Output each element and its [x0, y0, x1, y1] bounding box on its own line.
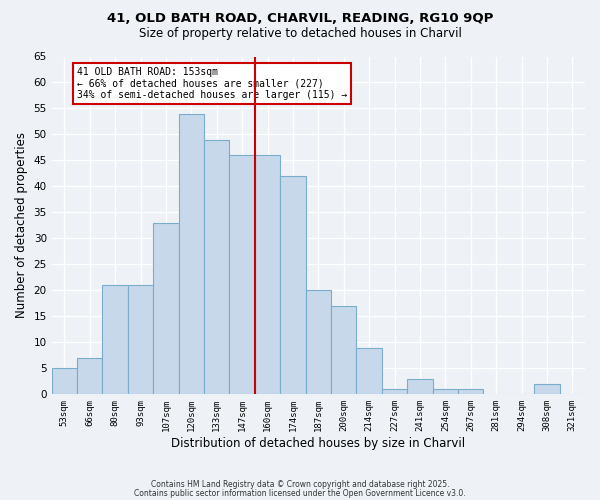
Text: Size of property relative to detached houses in Charvil: Size of property relative to detached ho… [139, 28, 461, 40]
Bar [356, 348, 382, 395]
Bar [103, 285, 128, 395]
Text: 41, OLD BATH ROAD, CHARVIL, READING, RG10 9QP: 41, OLD BATH ROAD, CHARVIL, READING, RG1… [107, 12, 493, 26]
Bar [280, 176, 305, 394]
Bar [153, 223, 179, 394]
Bar [77, 358, 103, 395]
Y-axis label: Number of detached properties: Number of detached properties [15, 132, 28, 318]
Bar [128, 285, 153, 395]
Text: 41 OLD BATH ROAD: 153sqm
← 66% of detached houses are smaller (227)
34% of semi-: 41 OLD BATH ROAD: 153sqm ← 66% of detach… [77, 67, 347, 100]
Bar [534, 384, 560, 394]
Text: Contains public sector information licensed under the Open Government Licence v3: Contains public sector information licen… [134, 488, 466, 498]
Bar [229, 156, 255, 394]
Bar [433, 389, 458, 394]
Bar [407, 378, 433, 394]
Bar [458, 389, 484, 394]
Bar [255, 156, 280, 394]
Bar [204, 140, 229, 394]
Bar [382, 389, 407, 394]
Bar [179, 114, 204, 394]
Bar [305, 290, 331, 395]
X-axis label: Distribution of detached houses by size in Charvil: Distribution of detached houses by size … [171, 437, 466, 450]
Bar [52, 368, 77, 394]
Text: Contains HM Land Registry data © Crown copyright and database right 2025.: Contains HM Land Registry data © Crown c… [151, 480, 449, 489]
Bar [331, 306, 356, 394]
